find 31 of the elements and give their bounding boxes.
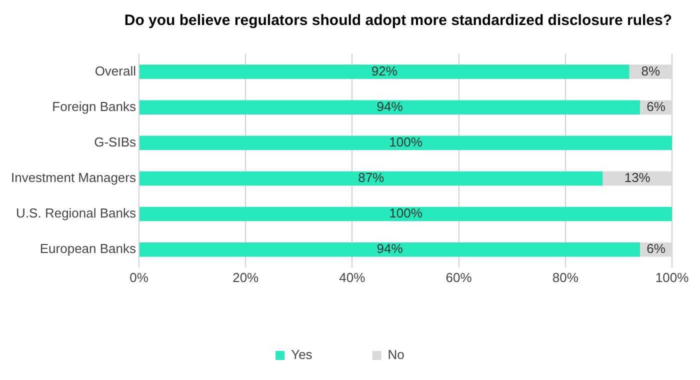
bar — [140, 206, 672, 222]
x-tick-label: 80% — [552, 270, 579, 285]
bar — [140, 171, 603, 186]
data-label: 100% — [389, 206, 423, 221]
data-label: 13% — [624, 170, 651, 186]
y-tick-label: Overall — [94, 63, 136, 78]
data-label: 6% — [646, 98, 666, 114]
chart-title: Do you believe regulators should adopt more standardized disclosure rules? — [124, 12, 672, 30]
bar — [140, 242, 640, 257]
y-tick-label: Foreign Banks — [52, 98, 136, 114]
legend-label: No — [388, 347, 404, 362]
bar — [140, 136, 672, 150]
y-tick-label: U.S. Regional Banks — [16, 206, 137, 221]
data-label: 87% — [358, 170, 385, 186]
y-tick-label: Investment Managers — [10, 170, 136, 186]
data-label: 92% — [371, 63, 398, 78]
bar — [140, 100, 640, 114]
x-tick-label: 40% — [339, 270, 366, 285]
data-label: 6% — [646, 241, 666, 256]
x-tick-label: 20% — [232, 270, 260, 285]
legend-label: Yes — [291, 347, 313, 362]
data-label: 94% — [376, 241, 404, 256]
data-label: 100% — [389, 134, 423, 150]
y-tick-label: European Banks — [40, 241, 136, 256]
y-tick-label: G-SIBs — [94, 134, 136, 150]
x-tick-label: 0% — [130, 270, 149, 285]
bar — [140, 64, 630, 79]
x-tick-label: 100% — [655, 270, 690, 285]
x-tick-label: 60% — [446, 270, 472, 285]
data-label: 8% — [641, 63, 661, 78]
data-label: 94% — [376, 98, 404, 114]
